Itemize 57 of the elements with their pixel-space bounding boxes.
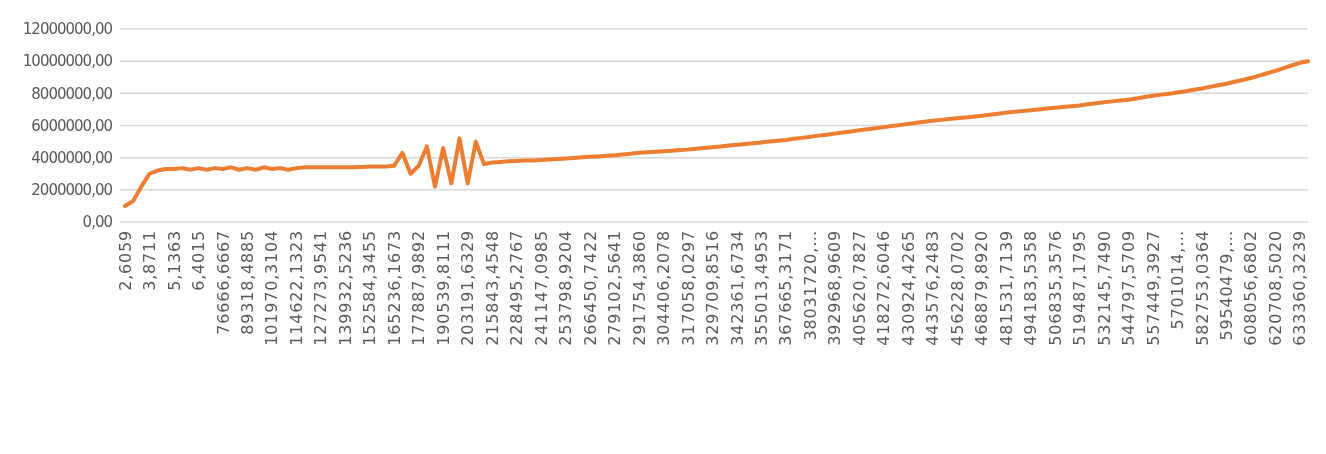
x-tick-label: 5701014,…	[1168, 230, 1188, 330]
x-tick-label: 443576,2483	[923, 230, 943, 346]
x-tick-label: 608056,6802	[1241, 230, 1261, 346]
x-tick-label: 468879,8920	[972, 230, 992, 346]
x-tick-label: 329709,8516	[703, 230, 723, 346]
x-tick-label: 355013,4953	[751, 230, 771, 346]
x-tick-label: 506835,3576	[1045, 230, 1065, 346]
x-tick-label: 152584,3455	[360, 230, 380, 346]
x-tick-label: 127273,9541	[311, 230, 331, 346]
x-tick-label: 582753,0364	[1192, 230, 1212, 346]
line-series	[123, 59, 1310, 208]
x-tick-label: 481531,7139	[996, 230, 1016, 346]
y-tick-label: 2000000,00	[31, 181, 113, 200]
x-tick-label: 3,8711	[140, 230, 160, 291]
x-tick-label: 101970,3104	[262, 230, 282, 346]
x-tick-label: 456228,0702	[947, 230, 967, 346]
x-tick-label: 190539,8111	[433, 230, 453, 346]
y-tick-label: 0,00	[82, 213, 113, 232]
x-tick-label: 519487,1795	[1070, 230, 1090, 346]
x-tick-label: 177887,9892	[409, 230, 429, 346]
x-tick-label: 633360,3239	[1290, 230, 1310, 346]
x-tick-label: 342361,6734	[727, 230, 747, 346]
x-tick-label: 228495,2767	[507, 230, 527, 346]
y-tick-label: 10000000,00	[22, 52, 113, 71]
x-tick-label: 89318,4885	[237, 230, 257, 335]
x-tick-label: 430924,4265	[898, 230, 918, 346]
y-tick-label: 12000000,00	[22, 20, 113, 39]
x-tick-label: 532145,7490	[1094, 230, 1114, 346]
x-tick-label: 620708,5020	[1265, 230, 1285, 346]
x-tick-label: 6,4015	[189, 230, 209, 291]
y-tick-label: 4000000,00	[31, 148, 113, 167]
x-tick-label: 317058,0297	[678, 230, 698, 346]
x-tick-label: 139932,5236	[335, 230, 355, 346]
x-tick-label: 203191,6329	[458, 230, 478, 346]
x-tick-label: 392968,9609	[825, 230, 845, 346]
x-tick-label: 304406,2078	[654, 230, 674, 346]
x-tick-label: 418272,6046	[874, 230, 894, 346]
x-tick-label: 241147,0985	[531, 230, 551, 346]
x-tick-label: 367665,3171	[776, 230, 796, 346]
x-tick-label: 405620,7827	[849, 230, 869, 346]
x-tick-label: 2,6059	[115, 230, 135, 291]
x-tick-label: 59540479,…	[1217, 230, 1237, 341]
y-tick-label: 8000000,00	[31, 84, 113, 103]
x-tick-label: 38031720,…	[800, 230, 820, 341]
y-tick-label: 6000000,00	[31, 116, 113, 135]
x-tick-label: 165236,1673	[384, 230, 404, 346]
x-tick-label: 557449,3927	[1143, 230, 1163, 346]
x-tick-label: 544797,5709	[1119, 230, 1139, 346]
x-tick-label: 215843,4548	[482, 230, 502, 346]
x-tick-label: 76666,6667	[213, 230, 233, 335]
x-tick-label: 5,1363	[164, 230, 184, 291]
x-tick-label: 266450,7422	[580, 230, 600, 346]
x-tick-label: 253798,9204	[556, 230, 576, 346]
x-tick-label: 279102,5641	[605, 230, 625, 346]
x-tick-label: 494183,5358	[1021, 230, 1041, 346]
x-tick-label: 291754,3860	[629, 230, 649, 346]
x-tick-label: 114622,1323	[286, 230, 306, 346]
